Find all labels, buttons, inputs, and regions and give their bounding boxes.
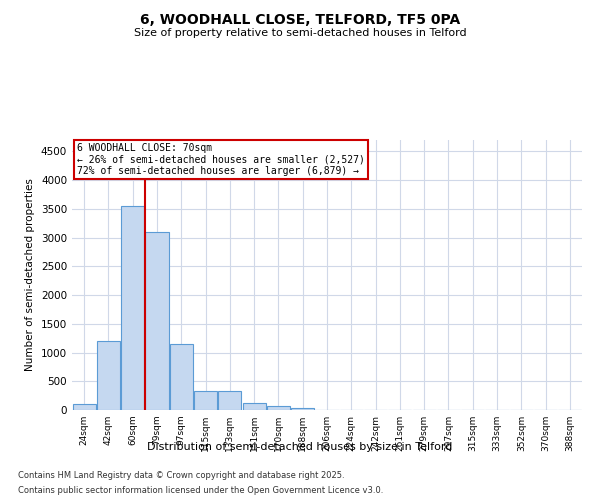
Text: Contains HM Land Registry data © Crown copyright and database right 2025.: Contains HM Land Registry data © Crown c… (18, 471, 344, 480)
Bar (291, 408, 314, 410)
Text: 6 WOODHALL CLOSE: 70sqm
← 26% of semi-detached houses are smaller (2,527)
72% of: 6 WOODHALL CLOSE: 70sqm ← 26% of semi-de… (77, 142, 365, 176)
Bar (267, 406, 290, 410)
Bar (242, 403, 266, 410)
Bar (145, 232, 169, 410)
Text: Size of property relative to semi-detached houses in Telford: Size of property relative to semi-detach… (134, 28, 466, 38)
Y-axis label: Number of semi-detached properties: Number of semi-detached properties (25, 178, 35, 372)
Bar (97, 341, 120, 410)
Bar (121, 206, 144, 410)
Bar (170, 344, 193, 410)
Text: Distribution of semi-detached houses by size in Telford: Distribution of semi-detached houses by … (148, 442, 452, 452)
Bar (73, 404, 95, 410)
Text: 6, WOODHALL CLOSE, TELFORD, TF5 0PA: 6, WOODHALL CLOSE, TELFORD, TF5 0PA (140, 12, 460, 26)
Bar (194, 391, 217, 410)
Bar (218, 391, 241, 410)
Text: Contains public sector information licensed under the Open Government Licence v3: Contains public sector information licen… (18, 486, 383, 495)
